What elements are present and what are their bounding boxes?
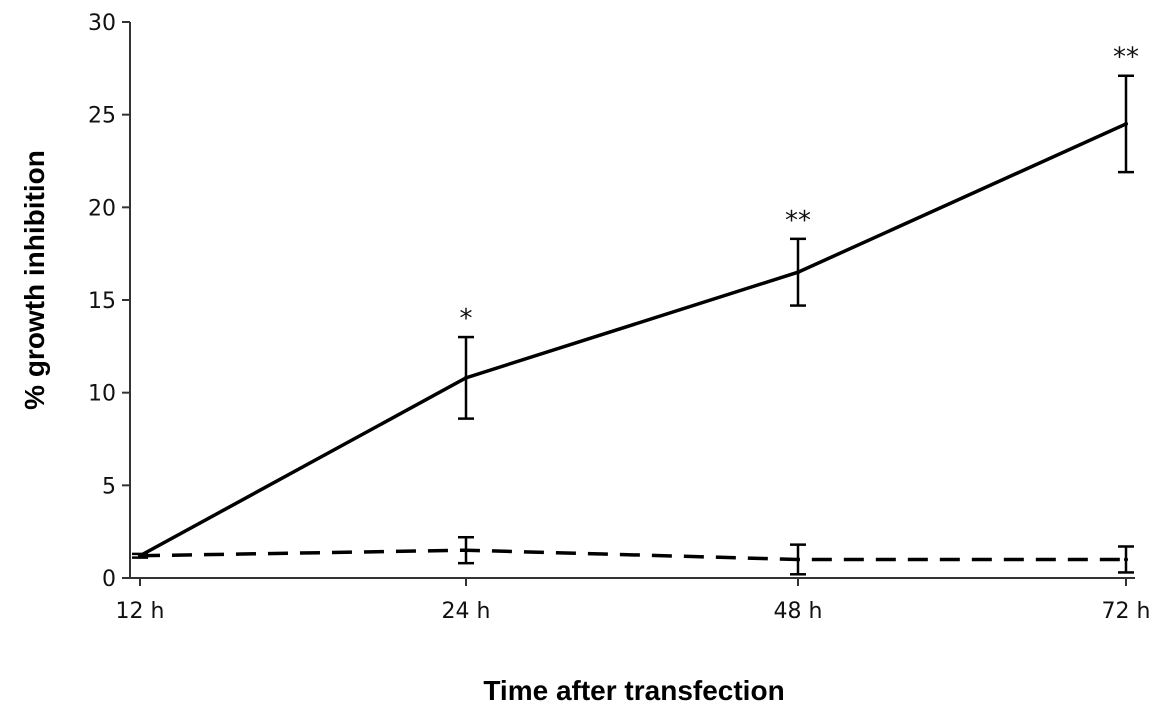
y-tick-label: 25 <box>88 104 116 129</box>
x-tick-label: 12 h <box>116 599 165 624</box>
data-point <box>464 548 468 553</box>
y-axis-title: % growth inhibition <box>19 150 50 410</box>
y-tick-label: 30 <box>88 11 116 36</box>
data-series: ***** <box>132 43 1139 576</box>
significance-label: ** <box>785 206 811 236</box>
significance-label: * <box>460 304 473 334</box>
dashed-series <box>132 535 1134 576</box>
y-tick-label: 15 <box>88 289 116 314</box>
data-point <box>1124 121 1128 126</box>
y-tick-label: 0 <box>102 567 116 592</box>
series-line <box>139 122 1127 558</box>
data-point <box>464 375 468 380</box>
y-ticks: 0 5 10 15 20 25 30 <box>88 11 130 592</box>
series-line <box>139 548 1126 562</box>
significance-label: ** <box>1113 43 1139 73</box>
data-point <box>796 557 800 562</box>
x-tick-label: 72 h <box>1102 599 1151 624</box>
data-point <box>1124 557 1128 562</box>
x-tick-label: 24 h <box>442 599 491 624</box>
solid-series: ***** <box>138 43 1139 558</box>
y-tick-label: 20 <box>88 196 116 221</box>
x-axis-title: Time after transfection <box>483 675 784 706</box>
x-ticks: 12 h 24 h 48 h 72 h <box>116 578 1151 624</box>
x-tick-label: 48 h <box>774 599 823 624</box>
y-tick-label: 5 <box>102 474 116 499</box>
data-point <box>796 270 800 275</box>
axes <box>129 22 1135 579</box>
data-point <box>138 553 142 558</box>
y-tick-label: 10 <box>88 382 116 407</box>
